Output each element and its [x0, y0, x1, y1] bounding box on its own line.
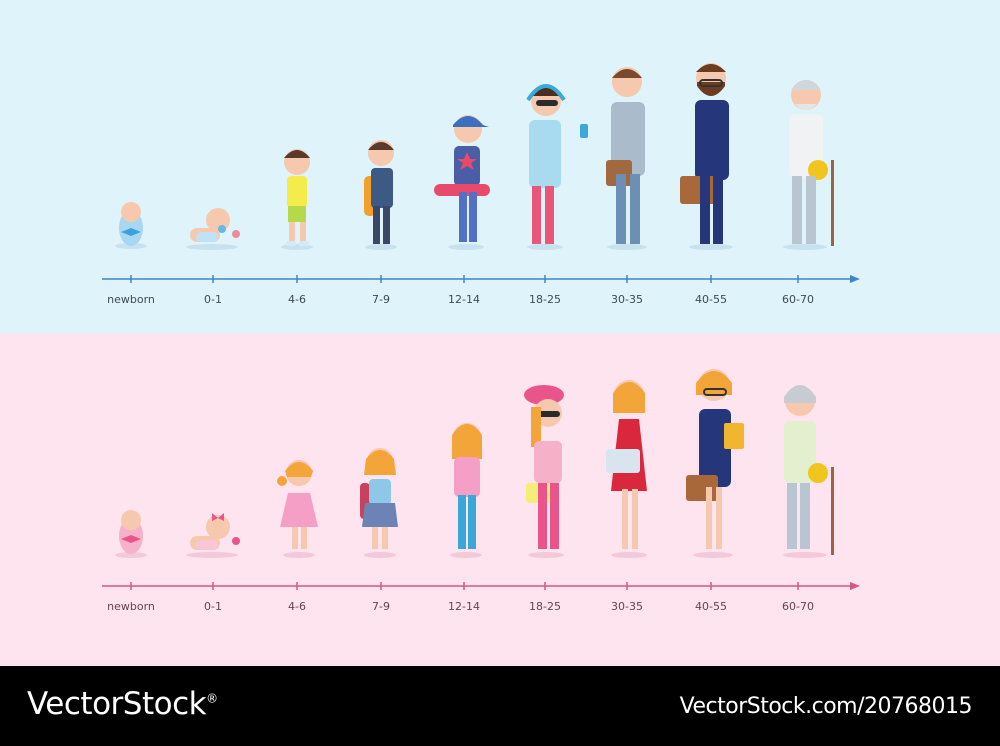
female-stage-label: 7-9 — [372, 600, 390, 613]
male-timeline-arrowhead — [850, 275, 860, 283]
female-stage-label: 40-55 — [695, 600, 727, 613]
female-child-4-6-figure — [277, 460, 318, 558]
male-young-adult-figure — [526, 84, 588, 250]
female-stage-label: 60-70 — [782, 600, 814, 613]
male-stage-label: 4-6 — [288, 293, 306, 306]
female-middle-age-figure — [686, 369, 744, 558]
female-adult-figure — [606, 380, 647, 558]
female-timeline-ticks: newborn 0-1 4-6 7-9 12-14 18-25 30-35 40-55 60-7… — [107, 582, 814, 613]
female-senior-figure — [783, 385, 834, 558]
female-stage-label: newborn — [107, 600, 155, 613]
female-stage-label: 18-25 — [529, 600, 561, 613]
male-stage-label: 18-25 — [529, 293, 561, 306]
male-stage-label: 60-70 — [782, 293, 814, 306]
female-young-adult-figure — [524, 385, 564, 558]
female-illustration: newborn 0-1 4-6 7-9 12-14 18-25 30-35 40-55 60-7… — [102, 369, 860, 613]
female-timeline-arrowhead — [850, 582, 860, 590]
male-child-7-9-figure — [364, 140, 397, 250]
female-teen-figure — [450, 423, 482, 558]
male-teen-figure — [434, 115, 490, 250]
male-senior-figure — [783, 80, 834, 250]
male-stage-label: 40-55 — [695, 293, 727, 306]
female-child-7-9-figure — [360, 448, 398, 558]
male-stage-label: 7-9 — [372, 293, 390, 306]
female-infant-figure — [186, 513, 240, 558]
female-stage-label: 0-1 — [204, 600, 222, 613]
male-timeline-ticks: newborn 0-1 4-6 7-9 12-14 18-25 30-35 40-55 60-7… — [107, 275, 814, 306]
male-infant-figure — [186, 208, 240, 250]
watermark-footer: VectorStock® VectorStock.com/20768015 — [0, 666, 1000, 746]
female-evolution-panel: newborn 0-1 4-6 7-9 12-14 18-25 30-35 40-55 60-7… — [0, 333, 1000, 666]
male-illustration: newborn 0-1 4-6 7-9 12-14 18-25 30-35 40-55 60-7… — [102, 63, 860, 306]
male-stage-label: 30-35 — [611, 293, 643, 306]
male-middle-age-figure — [680, 63, 733, 250]
female-stage-label: 30-35 — [611, 600, 643, 613]
male-stage-label: 0-1 — [204, 293, 222, 306]
vectorstock-logo: VectorStock® — [27, 686, 218, 722]
male-stage-label: 12-14 — [448, 293, 480, 306]
female-stage-label: 4-6 — [288, 600, 306, 613]
male-newborn-figure — [115, 202, 147, 249]
image-reference: VectorStock.com/20768015 — [679, 694, 973, 719]
male-adult-figure — [606, 67, 647, 250]
male-stage-label: newborn — [107, 293, 155, 306]
female-newborn-figure — [115, 510, 147, 558]
male-evolution-panel: newborn 0-1 4-6 7-9 12-14 18-25 30-35 40-55 60-7… — [0, 0, 1000, 333]
female-stage-label: 12-14 — [448, 600, 480, 613]
male-child-4-6-figure — [281, 149, 313, 250]
